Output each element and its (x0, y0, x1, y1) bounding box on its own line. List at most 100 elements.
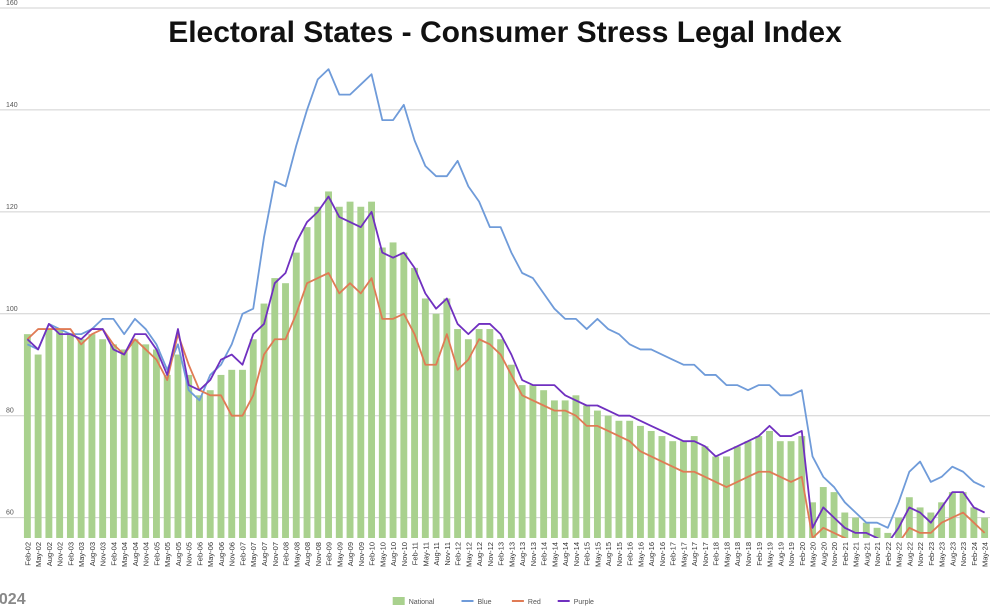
bar (411, 267, 419, 538)
bar (271, 278, 279, 538)
x-tick-label: May-13 (507, 542, 516, 567)
bar (927, 512, 935, 538)
bar (400, 252, 408, 538)
y-tick-label: 60 (6, 510, 14, 517)
x-tick-label: Aug-02 (45, 542, 54, 566)
bar (916, 507, 924, 538)
x-tick-label: Nov-05 (185, 542, 194, 566)
x-tick-label: May-23 (938, 542, 947, 567)
bar (604, 415, 612, 538)
bar (378, 247, 386, 538)
x-tick-label: May-20 (809, 542, 818, 567)
bar (131, 339, 139, 538)
x-tick-label: Aug-10 (389, 542, 398, 566)
bar (798, 436, 806, 538)
x-tick-label: May-22 (895, 542, 904, 567)
bar (497, 339, 505, 538)
x-tick-label: Aug-23 (948, 542, 957, 566)
x-tick-label: Nov-02 (56, 542, 65, 566)
bar (938, 502, 946, 538)
x-tick-label: May-21 (852, 542, 861, 567)
bar (852, 517, 859, 538)
x-tick-label: Nov-06 (228, 542, 237, 566)
bar (647, 430, 655, 538)
x-tick-label: May-03 (77, 542, 86, 567)
x-tick-label: May-15 (593, 542, 602, 567)
bars (23, 191, 989, 538)
bar (615, 420, 623, 538)
x-tick-label: Nov-16 (658, 542, 667, 566)
x-tick-label: Aug-19 (776, 542, 785, 566)
x-tick-label: Aug-15 (604, 542, 613, 566)
chart-title: Electoral States - Consumer Stress Legal… (168, 16, 842, 49)
bar (34, 354, 42, 538)
bar (884, 532, 892, 538)
x-tick-label: Aug-21 (862, 542, 871, 566)
bar (841, 512, 849, 538)
bar (464, 339, 472, 538)
x-tick-label: Feb-08 (282, 542, 291, 566)
legend-label: National (409, 599, 435, 606)
x-tick-label: May-18 (722, 542, 731, 567)
x-tick-label: Feb-18 (712, 542, 721, 566)
legend-label: Red (528, 599, 541, 606)
x-tick-label: May-07 (249, 542, 258, 567)
x-tick-label: Nov-14 (572, 542, 581, 566)
x-tick-label: Nov-13 (529, 542, 538, 566)
x-tick-label: May-14 (550, 542, 559, 567)
bar (830, 492, 838, 538)
x-tick-label: May-16 (636, 542, 645, 567)
bar (292, 252, 300, 538)
x-tick-label: May-08 (292, 542, 301, 567)
bar (368, 201, 375, 538)
x-tick-label: Feb-22 (884, 542, 893, 566)
bar (185, 374, 193, 538)
bar (637, 425, 644, 538)
y-tick-label: 100 (6, 306, 18, 313)
x-tick-label: Nov-08 (314, 542, 323, 566)
x-tick-label: Aug-18 (733, 542, 742, 566)
x-tick-label: Aug-14 (561, 542, 570, 566)
bar (486, 329, 494, 538)
x-tick-label: Aug-20 (819, 542, 828, 566)
bar (583, 405, 591, 538)
bar (669, 441, 677, 538)
x-tick-label: Nov-15 (615, 542, 624, 566)
bar (443, 298, 451, 538)
legend-label: Blue (478, 599, 492, 606)
bar (432, 313, 440, 538)
y-tick-label: 160 (6, 0, 18, 7)
y-tick-label: 140 (6, 102, 18, 109)
line (26, 272, 986, 538)
x-tick-label: Aug-06 (217, 542, 226, 566)
x-tick-label: Feb-16 (626, 542, 635, 566)
x-tick-label: Aug-03 (88, 542, 97, 566)
bar (163, 374, 171, 538)
bar (23, 334, 31, 538)
bar (174, 354, 182, 538)
bar (454, 329, 462, 538)
x-tick-label: May-11 (421, 542, 430, 566)
bar (948, 492, 956, 538)
legend: National Blue Red Purple (392, 597, 594, 606)
x-tick-label: May-06 (206, 542, 215, 567)
x-tick-label: Aug-05 (174, 542, 183, 566)
x-tick-label: Nov-10 (400, 542, 409, 566)
x-tick-label: Feb-09 (325, 542, 334, 566)
bar (228, 369, 236, 538)
x-tick-label: May-05 (163, 542, 172, 567)
bar (862, 522, 870, 538)
x-tick-label: Nov-19 (787, 542, 796, 566)
bar (421, 298, 429, 538)
bar (755, 436, 763, 538)
bar (787, 441, 795, 538)
bar (873, 527, 881, 538)
bar (282, 283, 289, 538)
bar (389, 242, 397, 538)
bar (572, 395, 580, 538)
x-tick-label: Aug-11 (432, 542, 441, 566)
bar (561, 400, 569, 538)
bar (303, 227, 311, 538)
bar (142, 344, 150, 538)
x-tick-label: Nov-07 (271, 542, 280, 566)
